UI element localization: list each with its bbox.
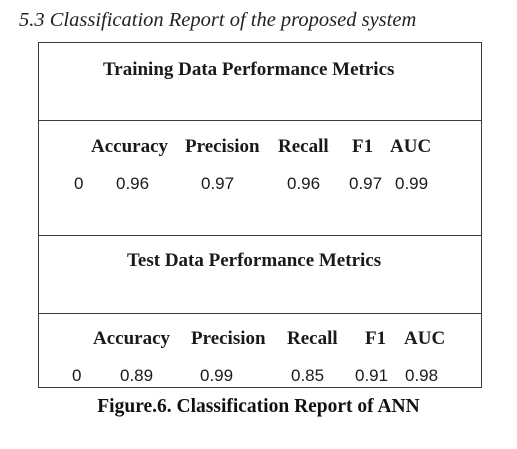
- training-value-recall: 0.96: [287, 174, 321, 193]
- test-header-precision: Precision: [191, 328, 266, 349]
- test-value-f1: 0.91: [355, 366, 389, 385]
- training-value-f1: 0.97: [349, 174, 383, 193]
- divider: [39, 120, 481, 121]
- test-value-accuracy: 0.89: [120, 366, 154, 385]
- test-row-index: 0: [72, 366, 82, 385]
- test-value-auc: 0.98: [405, 366, 439, 385]
- section-heading: 5.3 Classification Report of the propose…: [19, 9, 417, 31]
- training-header-accuracy: Accuracy: [91, 136, 169, 157]
- test-panel-title: Test Data Performance Metrics: [127, 250, 382, 271]
- training-panel-title: Training Data Performance Metrics: [103, 59, 395, 80]
- training-header-f1: F1: [352, 136, 374, 157]
- training-header-precision: Precision: [185, 136, 260, 157]
- test-header-accuracy: Accuracy: [93, 328, 171, 349]
- test-header-f1: F1: [365, 328, 387, 349]
- training-value-accuracy: 0.96: [116, 174, 150, 193]
- training-value-precision: 0.97: [201, 174, 235, 193]
- training-row-index: 0: [74, 174, 84, 193]
- training-header-recall: Recall: [278, 136, 329, 157]
- classification-report-table: [38, 42, 482, 388]
- test-header-recall: Recall: [287, 328, 338, 349]
- training-header-auc: AUC: [390, 136, 432, 157]
- figure-caption: Figure.6. Classification Report of ANN: [97, 396, 420, 417]
- divider: [39, 313, 481, 314]
- test-value-recall: 0.85: [291, 366, 325, 385]
- test-value-precision: 0.99: [200, 366, 234, 385]
- test-header-auc: AUC: [404, 328, 446, 349]
- divider: [39, 235, 481, 236]
- training-value-auc: 0.99: [395, 174, 429, 193]
